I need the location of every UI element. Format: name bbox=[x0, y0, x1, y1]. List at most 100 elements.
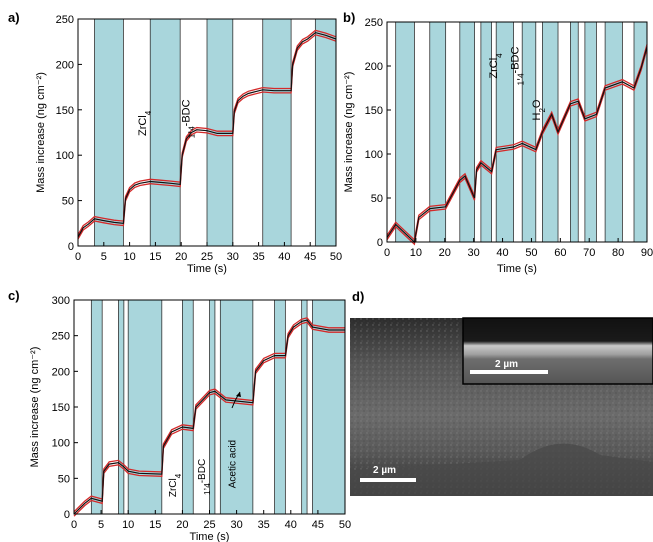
y-axis-title: Mass increase (ng cm⁻²) bbox=[29, 347, 41, 468]
series-lower-bound bbox=[73, 321, 345, 517]
y-tick-label: 200 bbox=[365, 61, 383, 73]
series-line bbox=[77, 31, 337, 238]
x-tick-label: 25 bbox=[203, 519, 215, 531]
shaded-interval bbox=[312, 300, 345, 514]
y-tick-label: 250 bbox=[56, 14, 74, 26]
shaded-interval bbox=[480, 22, 492, 242]
series-lower-bound bbox=[386, 48, 648, 246]
sem-inset bbox=[462, 317, 653, 385]
x-tick-label: 0 bbox=[75, 251, 81, 263]
series-upper-bound bbox=[73, 317, 345, 513]
x-tick-label: 40 bbox=[496, 247, 508, 259]
panel-label-d: d) bbox=[352, 289, 364, 304]
shaded-interval bbox=[150, 19, 181, 246]
annotation-label: Acetic acid bbox=[228, 440, 239, 488]
annotation-label: 1,4-BDC bbox=[197, 459, 212, 495]
shaded-interval bbox=[459, 22, 475, 242]
shaded-interval bbox=[220, 300, 253, 514]
inset-scale-label: 2 µm bbox=[495, 359, 518, 370]
x-tick-label: 5 bbox=[98, 519, 104, 531]
x-tick-label: 15 bbox=[149, 519, 161, 531]
x-tick-label: 15 bbox=[149, 251, 161, 263]
x-tick-label: 50 bbox=[525, 247, 537, 259]
inset-scale-bar bbox=[470, 370, 548, 374]
y-tick-label: 150 bbox=[52, 402, 70, 414]
shaded-interval bbox=[522, 22, 536, 242]
shaded-interval bbox=[395, 22, 415, 242]
series-line bbox=[73, 319, 345, 515]
x-tick-label: 90 bbox=[641, 247, 653, 259]
shaded-interval bbox=[94, 19, 124, 246]
y-tick-label: 250 bbox=[365, 17, 383, 29]
shaded-interval bbox=[542, 22, 559, 242]
x-tick-label: 30 bbox=[227, 251, 239, 263]
sem-image-panel: d) 2 µm 2 µm bbox=[350, 289, 653, 496]
shaded-interval bbox=[429, 22, 446, 242]
y-tick-label: 250 bbox=[52, 331, 70, 343]
x-axis-title: Time (s) bbox=[187, 263, 227, 275]
y-tick-label: 150 bbox=[56, 105, 74, 117]
series-upper-bound bbox=[386, 44, 648, 242]
x-tick-label: 30 bbox=[230, 519, 242, 531]
x-tick-label: 50 bbox=[330, 251, 342, 263]
x-tick-label: 70 bbox=[583, 247, 595, 259]
x-tick-label: 45 bbox=[312, 519, 324, 531]
y-tick-label: 200 bbox=[56, 59, 74, 71]
annotation-label: ZrCl4 bbox=[168, 473, 183, 497]
plot-frame bbox=[386, 21, 648, 243]
y-tick-label: 200 bbox=[52, 366, 70, 378]
x-tick-label: 0 bbox=[71, 519, 77, 531]
x-tick-label: 10 bbox=[410, 247, 422, 259]
x-axis-title: Time (s) bbox=[497, 263, 537, 275]
chart-panel-a: a) 0 5 10 15 20 25 30 35 40 45 50 0 50 100 150 200 250 Tim… bbox=[8, 10, 342, 275]
shaded-interval bbox=[274, 300, 286, 514]
shaded-interval bbox=[301, 300, 308, 514]
y-tick-label: 100 bbox=[56, 150, 74, 162]
y-tick-label: 50 bbox=[62, 196, 74, 208]
annotation-label: 1,4-BDC bbox=[180, 99, 196, 138]
x-tick-label: 30 bbox=[468, 247, 480, 259]
shaded-interval bbox=[584, 22, 597, 242]
x-tick-label: 10 bbox=[122, 519, 134, 531]
x-tick-label: 40 bbox=[278, 251, 290, 263]
y-tick-label: 50 bbox=[371, 193, 383, 205]
panel-label: c) bbox=[8, 288, 20, 303]
x-tick-label: 20 bbox=[176, 519, 188, 531]
shaded-interval bbox=[118, 300, 124, 514]
shaded-interval bbox=[570, 22, 579, 242]
sem-substrate bbox=[350, 443, 653, 496]
y-tick-label: 50 bbox=[58, 473, 70, 485]
main-scale-bar bbox=[360, 478, 416, 482]
x-tick-label: 60 bbox=[554, 247, 566, 259]
x-tick-label: 25 bbox=[201, 251, 213, 263]
shaded-interval bbox=[315, 19, 336, 246]
y-tick-label: 100 bbox=[52, 438, 70, 450]
shaded-interval bbox=[262, 19, 292, 246]
x-tick-label: 35 bbox=[258, 519, 270, 531]
y-tick-label: 150 bbox=[365, 105, 383, 117]
x-tick-label: 20 bbox=[175, 251, 187, 263]
x-tick-label: 0 bbox=[384, 247, 390, 259]
shaded-interval bbox=[605, 22, 623, 242]
annotation-label: ZrCl4 bbox=[137, 110, 153, 136]
shaded-interval bbox=[128, 300, 162, 514]
y-tick-label: 100 bbox=[365, 149, 383, 161]
main-scale-label: 2 µm bbox=[373, 465, 396, 476]
x-tick-label: 35 bbox=[252, 251, 264, 263]
annotation-label: ZrCl4 bbox=[488, 53, 504, 79]
shaded-interval bbox=[182, 300, 194, 514]
panel-label: b) bbox=[343, 10, 355, 25]
x-axis-title: Time (s) bbox=[190, 531, 230, 542]
x-tick-label: 50 bbox=[339, 519, 351, 531]
y-axis-title: Mass increase (ng cm⁻²) bbox=[343, 72, 355, 193]
shaded-interval bbox=[91, 300, 103, 514]
x-tick-label: 40 bbox=[285, 519, 297, 531]
x-tick-label: 80 bbox=[612, 247, 624, 259]
annotation-label: 1,4-BDC bbox=[509, 47, 525, 86]
panel-label: a) bbox=[8, 10, 20, 25]
y-tick-label: 300 bbox=[52, 295, 70, 307]
shaded-interval bbox=[209, 300, 215, 514]
x-tick-label: 20 bbox=[439, 247, 451, 259]
y-axis-title: Mass increase (ng cm⁻²) bbox=[35, 72, 47, 193]
